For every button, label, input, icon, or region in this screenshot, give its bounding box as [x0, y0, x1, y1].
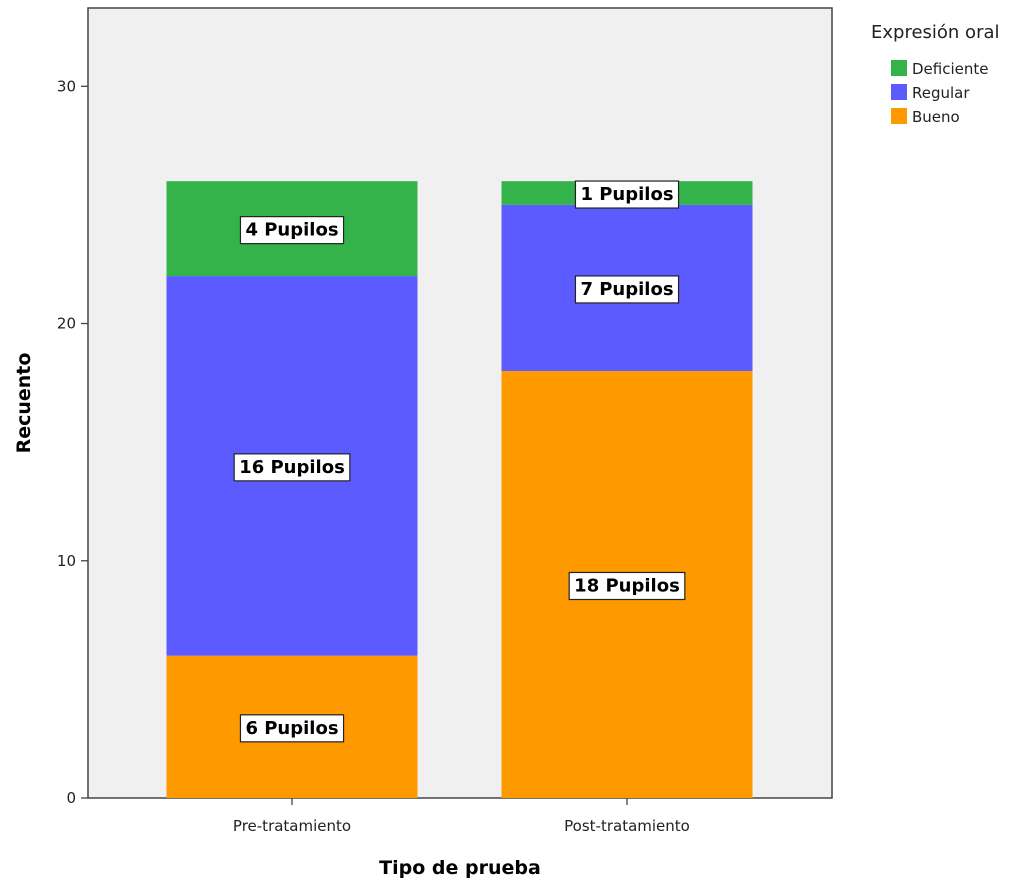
data-label-group: 4 Pupilos	[239, 216, 345, 245]
data-labels-layer: 6 Pupilos 16 Pupilos 4 Pupilos 18 Pupilos 7 …	[233, 180, 686, 743]
data-label: 4 Pupilos	[245, 220, 338, 241]
legend-swatch-regular	[891, 84, 907, 100]
y-tick-label: 10	[57, 552, 76, 570]
data-label-box	[574, 180, 680, 209]
y-axis-title: Recuento	[13, 353, 35, 454]
legend-label-bueno: Bueno	[912, 108, 960, 126]
data-label: 7 Pupilos	[580, 279, 673, 300]
x-axis-title: Tipo de prueba	[379, 857, 541, 879]
y-tick-label: 30	[57, 77, 76, 95]
x-tick-label: Pre-tratamiento	[233, 817, 351, 835]
data-label: 18 Pupilos	[574, 575, 680, 596]
bars-layer	[166, 181, 753, 798]
x-axis: Pre-tratamiento Post-tratamiento	[233, 798, 690, 835]
data-label-group: 18 Pupilos	[568, 571, 686, 601]
x-tick-label: Post-tratamiento	[564, 817, 690, 835]
legend-title: Expresión oral	[871, 22, 1000, 43]
data-label-group: 16 Pupilos	[233, 453, 351, 482]
data-label-group: 7 Pupilos	[574, 275, 680, 304]
data-label-box	[239, 216, 345, 245]
legend-label-deficiente: Deficiente	[912, 60, 989, 78]
data-label-box	[574, 275, 680, 304]
data-label: 16 Pupilos	[239, 457, 345, 478]
legend: Expresión oral Deficiente Regular Bueno	[871, 22, 1000, 126]
data-label-group: 6 Pupilos	[239, 714, 345, 743]
data-label-box	[568, 571, 686, 601]
data-label-box	[233, 453, 351, 482]
y-tick-label: 20	[57, 315, 76, 333]
legend-label-regular: Regular	[912, 84, 970, 102]
legend-swatch-bueno	[891, 108, 907, 124]
y-tick-label: 0	[66, 789, 76, 807]
y-axis: 0 10 20 30	[57, 77, 88, 807]
data-label: 1 Pupilos	[580, 184, 673, 205]
data-label-group: 1 Pupilos	[574, 180, 680, 209]
data-label: 6 Pupilos	[245, 718, 338, 739]
legend-swatch-deficiente	[891, 60, 907, 76]
data-label-box	[239, 714, 345, 743]
